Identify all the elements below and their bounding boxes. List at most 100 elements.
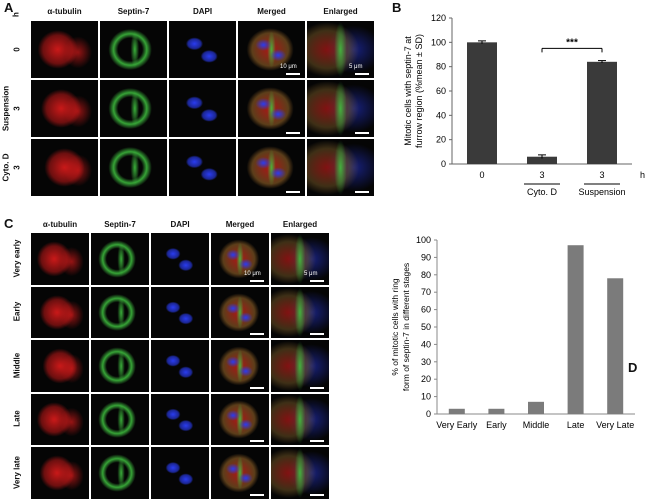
panel-c-letter: C	[4, 216, 14, 231]
category-label: 3	[539, 170, 544, 180]
y-tick-label: 0	[441, 159, 446, 169]
y-tick-label: 30	[421, 357, 431, 367]
stage-label: Middle	[12, 352, 22, 378]
micrograph-r2-c0	[30, 339, 90, 393]
micrograph-r0-c4	[306, 20, 375, 79]
y-axis-label: Mitotic cells with septin-7 atfurrow reg…	[403, 34, 424, 148]
micrograph-r4-c4	[270, 446, 330, 500]
column-header-4: Enlarged	[282, 220, 318, 229]
scale-bar	[310, 493, 324, 496]
category-label: Early	[486, 420, 507, 430]
micrograph-r4-c2	[150, 446, 210, 500]
micrograph-r0-c3	[237, 20, 306, 79]
scale-bar	[286, 191, 300, 193]
y-axis-label: % of mitotic cells with ringform of sept…	[390, 263, 411, 391]
micrograph-r3-c3	[210, 392, 270, 446]
group-label: Suspension	[578, 187, 625, 197]
micrograph-r2-c1	[99, 138, 168, 197]
panel-b-bar-chart: 0 20 40 60 80 100 120 0 3 Cyto. D 3 Suspension h *** M…	[403, 13, 645, 197]
stage-label: Very early	[12, 239, 22, 278]
column-header-3: Merged	[225, 220, 255, 229]
significance-marker: ***	[566, 37, 578, 48]
bar-0	[467, 42, 497, 165]
y-tick-label: 10	[421, 392, 431, 402]
scale-bar	[355, 191, 369, 193]
category-label: Middle	[523, 420, 550, 430]
stage-label: Very late	[12, 455, 22, 489]
scale-bar	[250, 386, 264, 389]
bar-3	[567, 245, 584, 414]
category-label: Very Late	[596, 420, 634, 430]
y-tick-label: 50	[421, 322, 431, 332]
row-condition-label: Cyto. D	[1, 153, 11, 181]
scale-bar	[355, 132, 369, 134]
y-tick-label: 60	[421, 305, 431, 315]
micrograph-r1-c4	[306, 79, 375, 138]
scale-label: 10 μm	[244, 270, 261, 277]
micrograph-r2-c4	[306, 138, 375, 197]
row-condition-label: Suspension	[1, 85, 11, 131]
panel-a-letter: A	[4, 0, 14, 15]
y-tick-label: 60	[436, 86, 446, 96]
scale-bar	[286, 132, 300, 134]
y-tick-label: 40	[436, 110, 446, 120]
micrograph-r1-c3	[210, 285, 270, 339]
column-header-1: Septin-7	[117, 7, 150, 16]
bar-1	[527, 156, 557, 164]
micrograph-r4-c0	[30, 446, 90, 500]
y-tick-label: 0	[426, 409, 431, 419]
column-header-1: Septin-7	[104, 220, 136, 229]
scale-bar	[286, 73, 300, 75]
micrograph-r1-c1	[99, 79, 168, 138]
scale-bar	[250, 493, 264, 496]
bar-0	[448, 408, 465, 414]
y-tick-label: 120	[431, 13, 446, 23]
y-tick-label: 100	[431, 37, 446, 47]
stage-label: Late	[12, 410, 22, 427]
x-unit-label: h	[640, 170, 645, 180]
micrograph-r2-c3	[237, 138, 306, 197]
bar-2	[528, 401, 544, 414]
micrograph-r1-c4	[270, 285, 330, 339]
bar-4	[607, 278, 624, 414]
scale-bar	[250, 333, 264, 335]
micrograph-r1-c0	[30, 79, 99, 138]
y-tick-label: 80	[436, 62, 446, 72]
micrograph-r1-c2	[168, 79, 237, 138]
scale-bar	[310, 333, 324, 335]
row-time-label: 3	[12, 105, 22, 111]
y-tick-label: 20	[436, 135, 446, 145]
micrograph-r3-c4	[270, 392, 330, 446]
micrograph-r2-c2	[168, 138, 237, 197]
scale-bar	[250, 440, 264, 442]
micrograph-r1-c2	[150, 285, 210, 339]
stage-label: Early	[12, 301, 22, 322]
column-header-3: Merged	[257, 7, 286, 16]
column-header-0: α-tubulin	[47, 7, 82, 16]
scale-bar	[250, 279, 264, 282]
y-tick-label: 80	[421, 270, 431, 280]
micrograph-r0-c2	[168, 20, 237, 79]
micrograph-r2-c1	[90, 339, 150, 393]
category-label: 3	[599, 170, 604, 180]
micrograph-r0-c2	[150, 232, 210, 286]
scale-label: 10 μm	[280, 64, 297, 70]
hours-label: h	[11, 12, 21, 17]
scale-label: 5 μm	[349, 64, 363, 70]
column-header-2: DAPI	[192, 7, 213, 16]
scale-bar	[310, 279, 324, 282]
column-header-0: α-tubulin	[42, 220, 78, 229]
micrograph-r0-c1	[90, 232, 150, 286]
micrograph-r2-c4	[270, 339, 330, 393]
micrograph-r0-c0	[30, 232, 90, 286]
panel-d-bar-chart: 0 10 20 30 40 50 60 70 80 90 100 Very Early Early Mid…	[390, 235, 635, 430]
column-header-2: DAPI	[170, 220, 190, 229]
y-tick-label: 70	[421, 287, 431, 297]
bar-1	[488, 408, 505, 414]
group-label: Cyto. D	[527, 187, 558, 197]
micrograph-r1-c3	[237, 79, 306, 138]
column-header-4: Enlarged	[323, 7, 358, 16]
bar-2	[587, 61, 617, 164]
micrograph-r0-c0	[30, 20, 99, 79]
micrograph-r0-c4	[270, 232, 330, 286]
